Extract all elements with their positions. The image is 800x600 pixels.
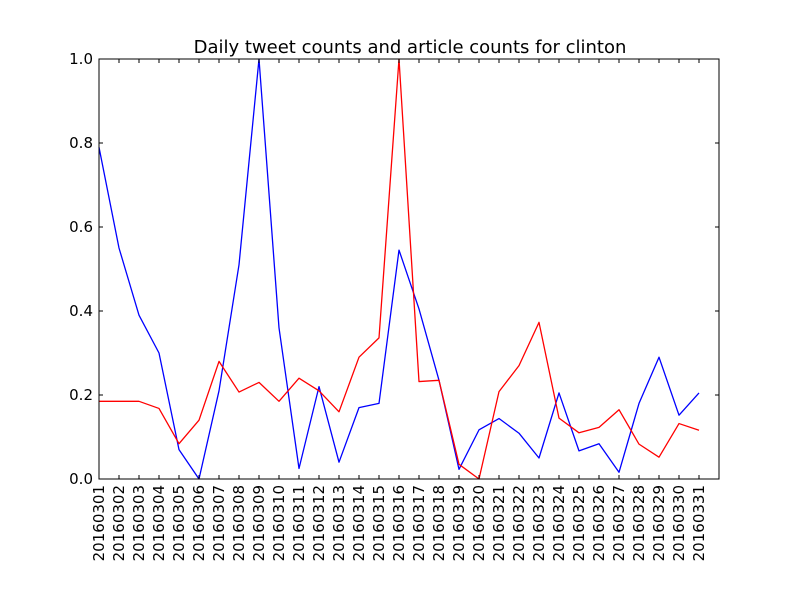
x-tick-label: 20160310: [270, 485, 288, 561]
x-tick-label: 20160319: [450, 485, 468, 561]
y-axis: 0.0 0.2 0.4 0.6 0.8 1.0: [69, 50, 719, 488]
series-line-red: [99, 58, 700, 480]
x-tick-label: 20160323: [530, 485, 548, 561]
x-tick-label: 20160313: [330, 485, 348, 561]
x-tick-label: 20160308: [230, 485, 248, 561]
x-tick-label: 20160307: [210, 485, 228, 561]
x-tick-label: 20160302: [110, 485, 128, 561]
x-tick-label: 20160303: [130, 485, 148, 561]
y-tick-label: 0.8: [69, 134, 93, 152]
y-tick-label: 0.4: [69, 302, 93, 320]
x-tick-label: 20160320: [470, 485, 488, 561]
x-tick-label: 20160314: [350, 485, 368, 561]
x-tick-label: 20160321: [490, 485, 508, 561]
x-tick-label: 20160318: [430, 485, 448, 561]
x-tick-label: 20160315: [370, 485, 388, 561]
x-tick-label: 20160304: [150, 485, 168, 561]
x-tick-label: 20160311: [290, 485, 308, 561]
x-tick-label: 20160306: [190, 485, 208, 561]
x-tick-label: 20160325: [570, 485, 588, 561]
y-tick-label: 0.6: [69, 218, 93, 236]
x-tick-label: 20160326: [590, 485, 608, 561]
x-tick-label: 20160330: [670, 485, 688, 561]
x-tick-label: 20160317: [410, 485, 428, 561]
plot-frame: [98, 58, 720, 480]
chart-title: Daily tweet counts and article counts fo…: [194, 37, 627, 58]
x-tick-label: 20160312: [310, 485, 328, 561]
x-tick-label: 20160301: [90, 485, 108, 561]
x-tick-label: 20160322: [510, 485, 528, 561]
x-axis: 20160301 20160302 20160303 20160304 20160305…: [90, 59, 708, 561]
x-tick-label: 20160329: [650, 485, 668, 561]
y-tick-label: 0.2: [69, 386, 93, 404]
series-layer: [98, 58, 700, 480]
x-tick-label: 20160316: [390, 485, 408, 561]
x-tick-label: 20160328: [630, 485, 648, 561]
x-tick-label: 20160309: [250, 485, 268, 561]
y-tick-label: 0.0: [69, 470, 93, 488]
x-tick-label: 20160324: [550, 485, 568, 561]
series-line-blue: [98, 58, 700, 480]
x-tick-label: 20160305: [170, 485, 188, 561]
x-tick-label: 20160331: [690, 485, 708, 561]
y-tick-label: 1.0: [69, 50, 93, 68]
x-tick-label: 20160327: [610, 485, 628, 561]
